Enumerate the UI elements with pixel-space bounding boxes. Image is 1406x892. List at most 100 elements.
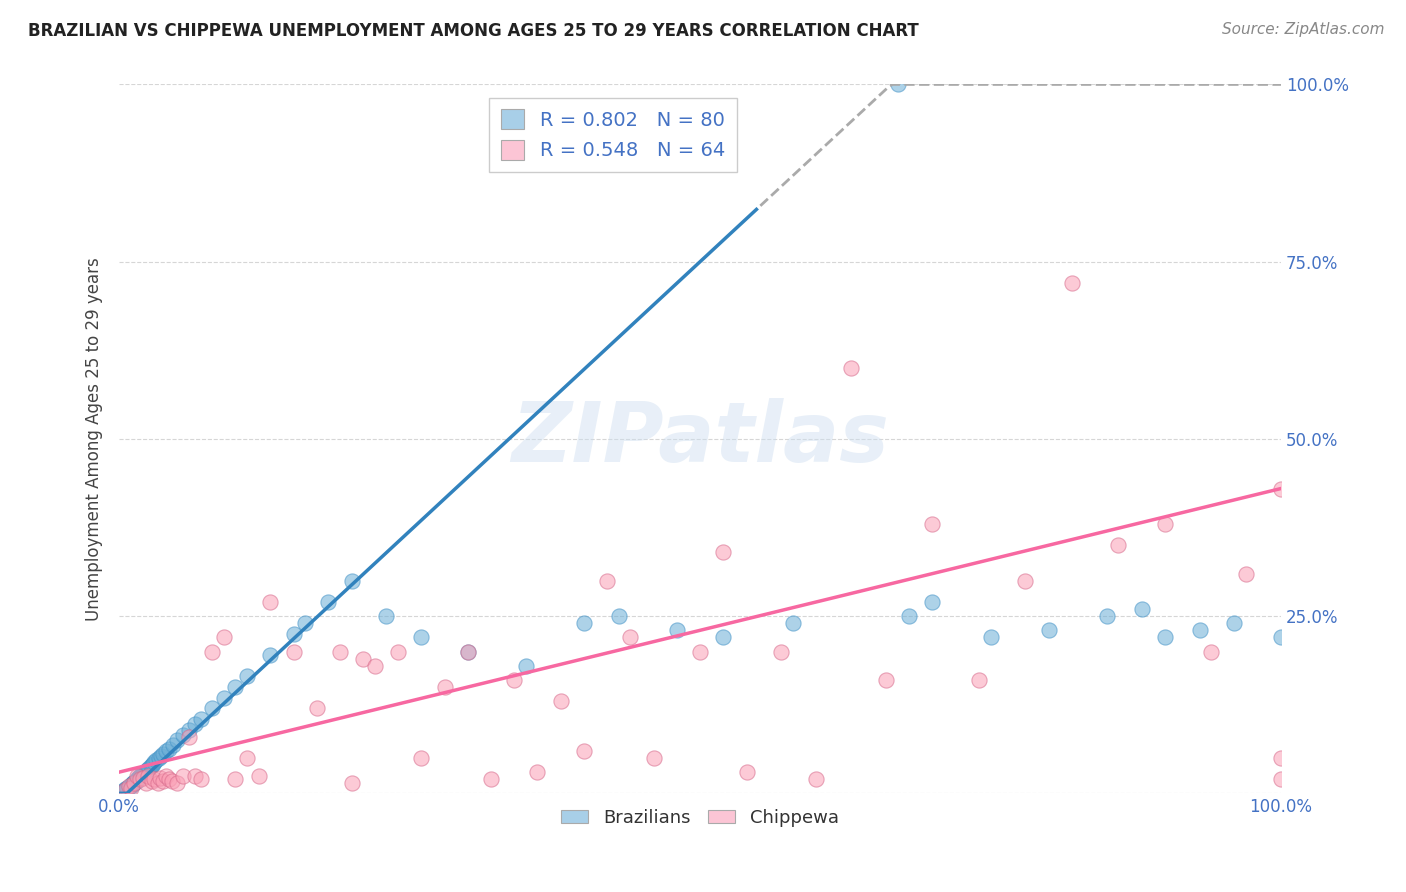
- Point: [318, 595, 340, 609]
- Point: [340, 574, 363, 588]
- Point: [1188, 624, 1211, 638]
- Point: [131, 769, 153, 783]
- Point: [782, 616, 804, 631]
- Point: [433, 680, 456, 694]
- Point: [124, 775, 146, 789]
- Point: [184, 717, 207, 731]
- Point: [141, 758, 163, 772]
- Y-axis label: Unemployment Among Ages 25 to 29 years: Unemployment Among Ages 25 to 29 years: [86, 257, 103, 621]
- Point: [150, 748, 173, 763]
- Point: [117, 779, 139, 793]
- Point: [411, 631, 433, 645]
- Point: [120, 778, 142, 792]
- Point: [184, 769, 207, 783]
- Point: [735, 765, 758, 780]
- Point: [118, 779, 141, 793]
- Point: [1153, 516, 1175, 531]
- Point: [121, 777, 143, 791]
- Point: [201, 701, 224, 715]
- Point: [212, 690, 235, 705]
- Point: [127, 771, 149, 785]
- Point: [364, 658, 387, 673]
- Text: BRAZILIAN VS CHIPPEWA UNEMPLOYMENT AMONG AGES 25 TO 29 YEARS CORRELATION CHART: BRAZILIAN VS CHIPPEWA UNEMPLOYMENT AMONG…: [28, 22, 920, 40]
- Point: [166, 775, 188, 789]
- Point: [201, 644, 224, 658]
- Point: [114, 782, 136, 797]
- Point: [190, 712, 212, 726]
- Point: [247, 769, 270, 783]
- Point: [149, 771, 172, 785]
- Point: [572, 616, 595, 631]
- Point: [136, 769, 159, 783]
- Point: [172, 769, 194, 783]
- Point: [1038, 624, 1060, 638]
- Text: ZIPatlas: ZIPatlas: [512, 399, 889, 479]
- Point: [162, 738, 184, 752]
- Point: [145, 753, 167, 767]
- Point: [177, 730, 200, 744]
- Point: [711, 545, 734, 559]
- Point: [155, 744, 177, 758]
- Point: [190, 772, 212, 787]
- Point: [259, 648, 281, 662]
- Legend: Brazilians, Chippewa: Brazilians, Chippewa: [554, 802, 846, 834]
- Point: [375, 609, 398, 624]
- Point: [172, 728, 194, 742]
- Text: Source: ZipAtlas.com: Source: ZipAtlas.com: [1222, 22, 1385, 37]
- Point: [875, 673, 897, 687]
- Point: [283, 644, 305, 658]
- Point: [839, 361, 862, 376]
- Point: [177, 723, 200, 737]
- Point: [166, 733, 188, 747]
- Point: [643, 751, 665, 765]
- Point: [1095, 609, 1118, 624]
- Point: [132, 765, 155, 780]
- Point: [114, 782, 136, 797]
- Point: [526, 765, 548, 780]
- Point: [1014, 574, 1036, 588]
- Point: [120, 780, 142, 795]
- Point: [121, 778, 143, 792]
- Point: [259, 595, 281, 609]
- Point: [619, 631, 641, 645]
- Point: [1060, 276, 1083, 290]
- Point: [352, 651, 374, 665]
- Point: [157, 772, 180, 787]
- Point: [572, 744, 595, 758]
- Point: [141, 773, 163, 788]
- Point: [294, 616, 316, 631]
- Point: [515, 658, 537, 673]
- Point: [117, 780, 139, 795]
- Point: [129, 769, 152, 783]
- Point: [1107, 538, 1129, 552]
- Point: [115, 782, 138, 797]
- Point: [152, 773, 174, 788]
- Point: [124, 774, 146, 789]
- Point: [224, 680, 246, 694]
- Point: [689, 644, 711, 658]
- Point: [155, 769, 177, 783]
- Point: [596, 574, 619, 588]
- Point: [111, 784, 134, 798]
- Point: [1130, 602, 1153, 616]
- Point: [457, 644, 479, 658]
- Point: [128, 771, 150, 785]
- Point: [1270, 772, 1292, 787]
- Point: [305, 701, 328, 715]
- Point: [136, 763, 159, 777]
- Point: [131, 766, 153, 780]
- Point: [122, 775, 145, 789]
- Point: [340, 775, 363, 789]
- Point: [110, 785, 132, 799]
- Point: [921, 595, 943, 609]
- Point: [236, 751, 259, 765]
- Point: [1270, 751, 1292, 765]
- Point: [131, 771, 153, 785]
- Point: [138, 761, 160, 775]
- Point: [134, 765, 156, 780]
- Point: [387, 644, 409, 658]
- Point: [886, 78, 908, 92]
- Point: [135, 764, 157, 778]
- Point: [142, 756, 165, 771]
- Point: [411, 751, 433, 765]
